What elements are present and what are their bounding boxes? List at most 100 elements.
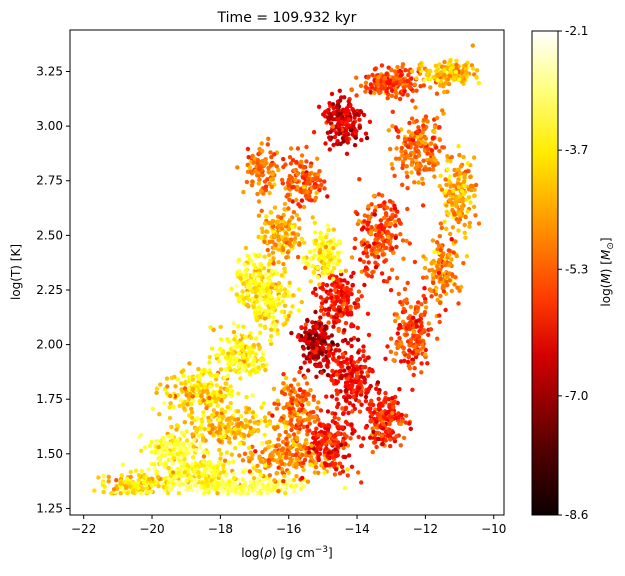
scatter-point [305,189,310,195]
scatter-point [162,400,167,406]
scatter-point [186,378,192,384]
scatter-point [335,390,340,395]
scatter-point [262,234,268,239]
scatter-point [397,387,402,392]
scatter-point [351,270,356,276]
scatter-point [349,291,354,297]
scatter-point [370,449,375,455]
scatter-point [192,437,197,442]
scatter-point [166,434,171,439]
scatter-point [266,299,272,304]
scatter-point [415,140,420,145]
scatter-point [388,146,393,152]
scatter-point [341,139,346,144]
scatter-point [413,154,418,159]
scatter-point [179,369,184,375]
scatter-point [119,473,124,478]
scatter-point [321,112,326,117]
scatter-point [325,223,330,228]
scatter-point [375,244,381,249]
scatter-point [374,430,380,436]
scatter-point [354,390,359,396]
scatter-point [196,366,201,372]
scatter-point [342,95,347,100]
scatter-point [311,269,316,275]
scatter-point [428,141,434,146]
x-tick-label: −16 [276,522,301,536]
scatter-point [290,185,295,190]
scatter-point [312,220,317,225]
scatter-point [344,434,349,439]
scatter-point [444,226,449,231]
scatter-point [434,145,439,150]
scatter-point [414,324,419,329]
scatter-point [106,474,112,480]
scatter-point [332,415,337,420]
scatter-point [158,461,163,466]
scatter-point [319,370,324,375]
scatter-point [461,260,466,266]
scatter-point [326,227,331,233]
scatter-point [352,143,358,148]
scatter-point [396,326,401,331]
scatter-point [258,489,263,495]
scatter-point [372,90,377,96]
scatter-point [303,453,309,458]
scatter-point [169,424,174,430]
scatter-point [168,473,174,478]
scatter-point [194,489,199,494]
scatter-point [241,432,247,437]
scatter-point [425,361,430,366]
scatter-point [324,363,330,368]
scatter-point [235,165,240,170]
scatter-point [458,171,463,176]
scatter-point [416,150,421,155]
scatter-point [424,72,430,78]
scatter-point [268,338,273,343]
scatter-point [171,481,176,486]
scatter-point [337,471,343,476]
scatter-point [325,194,330,199]
scatter-point [307,428,312,433]
scatter-point [349,464,355,469]
scatter-point [248,450,253,455]
scatter-point [308,256,313,262]
scatter-point [363,265,369,270]
scatter-point [322,339,327,344]
scatter-point [251,160,257,165]
scatter-point [251,342,256,348]
scatter-point [337,258,342,263]
scatter-point [367,244,372,249]
scatter-point [241,324,246,329]
scatter-point [351,394,356,399]
scatter-point [324,283,330,288]
scatter-point [384,411,389,416]
scatter-point [267,239,272,244]
scatter-point [131,488,136,494]
scatter-point [310,336,315,342]
scatter-point [237,441,243,446]
scatter-point [245,291,250,296]
scatter-point [443,177,448,182]
scatter-point [305,318,310,323]
scatter-point [184,438,190,443]
scatter-point [296,421,301,426]
scatter-point [428,327,434,332]
scatter-point [407,241,412,246]
scatter-point [331,260,336,265]
scatter-point [326,115,331,120]
scatter-point [437,313,442,318]
scatter-point [342,368,347,373]
scatter-point [342,328,347,333]
scatter-point [136,477,141,483]
scatter-point [334,131,339,136]
scatter-point [164,376,170,381]
scatter-point [349,337,354,342]
scatter-point [302,375,308,380]
scatter-point [276,247,281,252]
scatter-point [292,377,297,382]
scatter-point [163,442,169,448]
scatter-point [283,455,289,460]
scatter-point [152,466,157,471]
scatter-point [262,487,267,492]
